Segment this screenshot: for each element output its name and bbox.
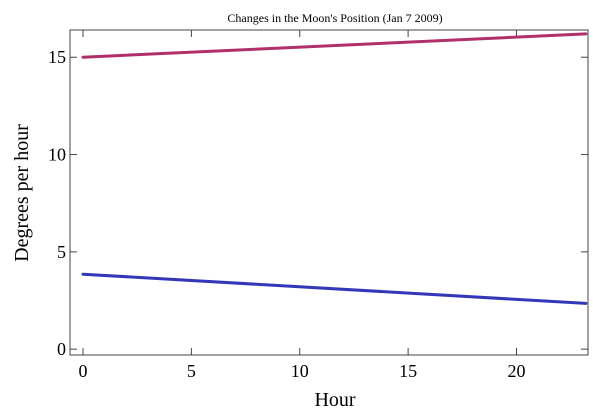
series-group <box>81 32 588 305</box>
x-axis: 0 5 10 15 20 <box>79 30 525 381</box>
series-line-1 <box>81 32 588 59</box>
x-axis-label: Hour <box>314 389 355 411</box>
x-tick-label: 15 <box>399 361 417 381</box>
plot-frame <box>69 29 589 356</box>
y-tick-label: 15 <box>48 47 66 67</box>
x-tick-label: 0 <box>79 361 88 381</box>
series-line-2 <box>81 272 588 305</box>
chart-title: Changes in the Moon's Position (Jan 7 20… <box>227 11 442 25</box>
x-tick-label: 5 <box>187 361 196 381</box>
y-axis-label: Degrees per hour <box>11 124 33 262</box>
y-axis: 0 5 10 15 <box>48 47 588 359</box>
y-tick-label: 0 <box>57 339 66 359</box>
y-tick-label: 5 <box>57 242 66 262</box>
x-tick-label: 10 <box>291 361 309 381</box>
y-tick-label: 10 <box>48 145 66 165</box>
x-tick-label: 20 <box>507 361 525 381</box>
